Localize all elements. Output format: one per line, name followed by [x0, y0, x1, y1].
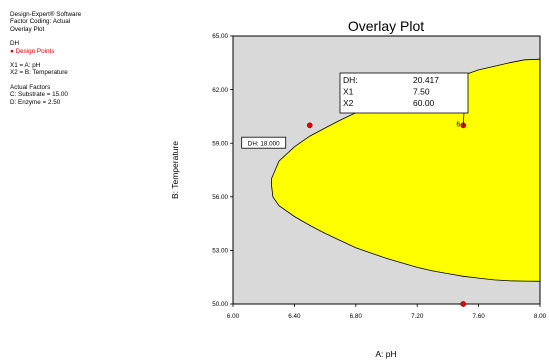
plot-name: Overlay Plot — [10, 25, 45, 33]
software-name: Design-Expert® Software — [10, 11, 82, 18]
contour-label: DH: 18.000 — [248, 140, 280, 147]
flag-leader-line — [462, 112, 465, 126]
contour-label-box — [241, 136, 287, 149]
design-point — [460, 301, 467, 307]
flag-key: DH: — [343, 75, 358, 85]
y-tick-label: 50.00 — [212, 301, 228, 308]
plot-frame — [232, 35, 541, 305]
flag-key: X2 — [343, 98, 354, 108]
flag-key: X1 — [343, 87, 354, 97]
chart-title: Overlay Plot — [348, 18, 424, 34]
y-tick-label: 62.00 — [212, 87, 228, 94]
y-tick-label: 65.00 — [212, 33, 228, 40]
flag-value: 60.00 — [413, 98, 435, 108]
design-points-legend-label: Design Points — [15, 47, 55, 55]
factor-coding: Factor Coding: Actual — [10, 18, 71, 26]
actual-factors-header: Actual Factors — [10, 83, 51, 91]
flag-box — [339, 72, 469, 114]
x-axis-label: A: pH — [375, 349, 396, 359]
y-axis-label: B: Temperature — [170, 141, 180, 199]
x1-assignment: X1 = A: pH — [10, 62, 41, 70]
factor-d-value: D: Enzyme = 2.50 — [10, 98, 61, 106]
y-tick-label: 56.00 — [212, 194, 228, 201]
x-tick-label: 7.20 — [411, 313, 424, 320]
factor-c-value: C: Substrate = 15.00 — [10, 91, 68, 99]
x2-assignment: X2 = B: Temperature — [10, 69, 68, 77]
response-name: DH — [10, 40, 20, 48]
flag-value: 20.417 — [413, 75, 439, 85]
design-point-count-label: 6 — [456, 121, 460, 128]
x-tick-label: 6.40 — [288, 313, 301, 320]
y-tick-label: 53.00 — [212, 248, 228, 255]
y-tick-label: 59.00 — [212, 140, 228, 147]
info-panel: Design-Expert® Software Factor Coding: A… — [10, 11, 81, 106]
x-tick-label: 8.00 — [534, 313, 547, 320]
flag-value: 7.50 — [413, 87, 430, 97]
design-points-legend: ● Design Points — [10, 47, 55, 55]
x-tick-label: 6.80 — [350, 313, 363, 320]
x-tick-label: 6.00 — [227, 313, 240, 320]
x-tick-label: 7.60 — [472, 313, 485, 320]
design-point — [306, 122, 313, 129]
